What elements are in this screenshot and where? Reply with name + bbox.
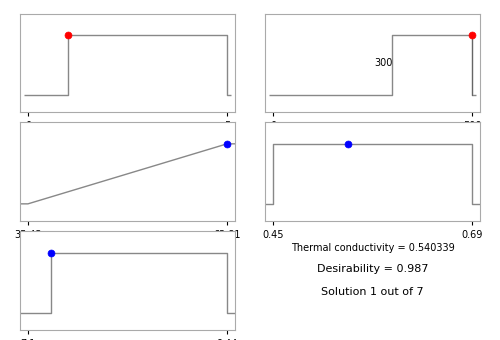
X-axis label: A:W% = 1: A:W% = 1	[103, 134, 152, 144]
Text: 300: 300	[374, 58, 392, 68]
Text: Desirability = 0.987: Desirability = 0.987	[317, 264, 428, 274]
X-axis label: Thermal conductivity = 0.540339: Thermal conductivity = 0.540339	[290, 243, 454, 253]
X-axis label: B:T°C = 500: B:T°C = 500	[342, 134, 402, 144]
Text: Solution 1 out of 7: Solution 1 out of 7	[321, 287, 424, 298]
X-axis label: σc28  = 63.4548: σc28 = 63.4548	[87, 243, 168, 253]
